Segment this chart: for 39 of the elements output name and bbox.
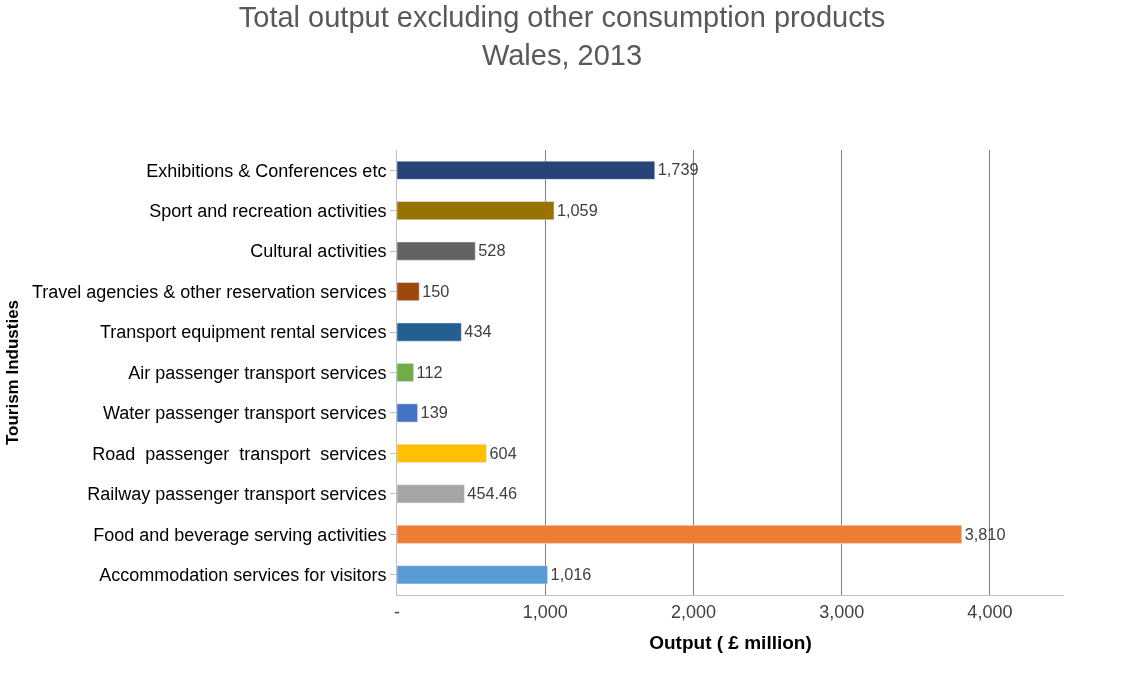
data-label: 1,059 — [556, 200, 598, 219]
x-tick-label: 3,000 — [819, 601, 865, 622]
bar — [397, 524, 962, 544]
x-tick-label: - — [394, 601, 400, 622]
data-label: 454.46 — [467, 484, 518, 503]
x-tick-label: 1,000 — [522, 601, 568, 622]
bar — [397, 282, 420, 301]
chart-title: Total output excluding other consumption products Wales, 2013 — [238, 1, 886, 71]
bar — [397, 201, 555, 221]
y-axis-title: Tourism Industies — [3, 299, 23, 446]
data-label: 139 — [420, 403, 448, 422]
x-tick-label: 4,000 — [967, 601, 1013, 622]
bar — [397, 241, 476, 261]
y-tick-label: Air passenger transport services — [128, 362, 387, 383]
bar — [397, 322, 462, 342]
data-label: 604 — [489, 443, 517, 462]
bar — [397, 403, 418, 423]
x-axis-title: Output ( £ million) — [649, 632, 812, 654]
y-tick-label: Railway passenger transport services — [87, 484, 387, 505]
data-label: 528 — [478, 241, 506, 260]
bar — [397, 363, 414, 382]
data-label: 1,016 — [550, 565, 592, 584]
y-tick-label: Sport and recreation activities — [149, 200, 387, 221]
y-tick-label: Travel agencies & other reservation services — [31, 281, 387, 302]
data-label: 434 — [464, 322, 492, 341]
x-tick-label: 2,000 — [670, 601, 716, 622]
data-label: 112 — [416, 362, 443, 381]
data-label: 150 — [422, 281, 450, 300]
y-tick-label: Exhibitions & Conferences etc — [146, 160, 387, 181]
bar — [397, 160, 656, 180]
y-tick-label: Transport equipment rental services — [99, 322, 387, 343]
y-tick-label: Food and beverage serving activities — [93, 524, 387, 545]
bar — [397, 484, 465, 504]
y-tick-label: Road passenger transport services — [92, 443, 387, 464]
y-tick-label: Water passenger transport services — [102, 403, 387, 424]
y-tick-label: Cultural activities — [250, 241, 387, 262]
bar — [397, 565, 548, 585]
y-tick-label: Accommodation services for visitors — [99, 565, 387, 586]
bar — [397, 444, 487, 463]
